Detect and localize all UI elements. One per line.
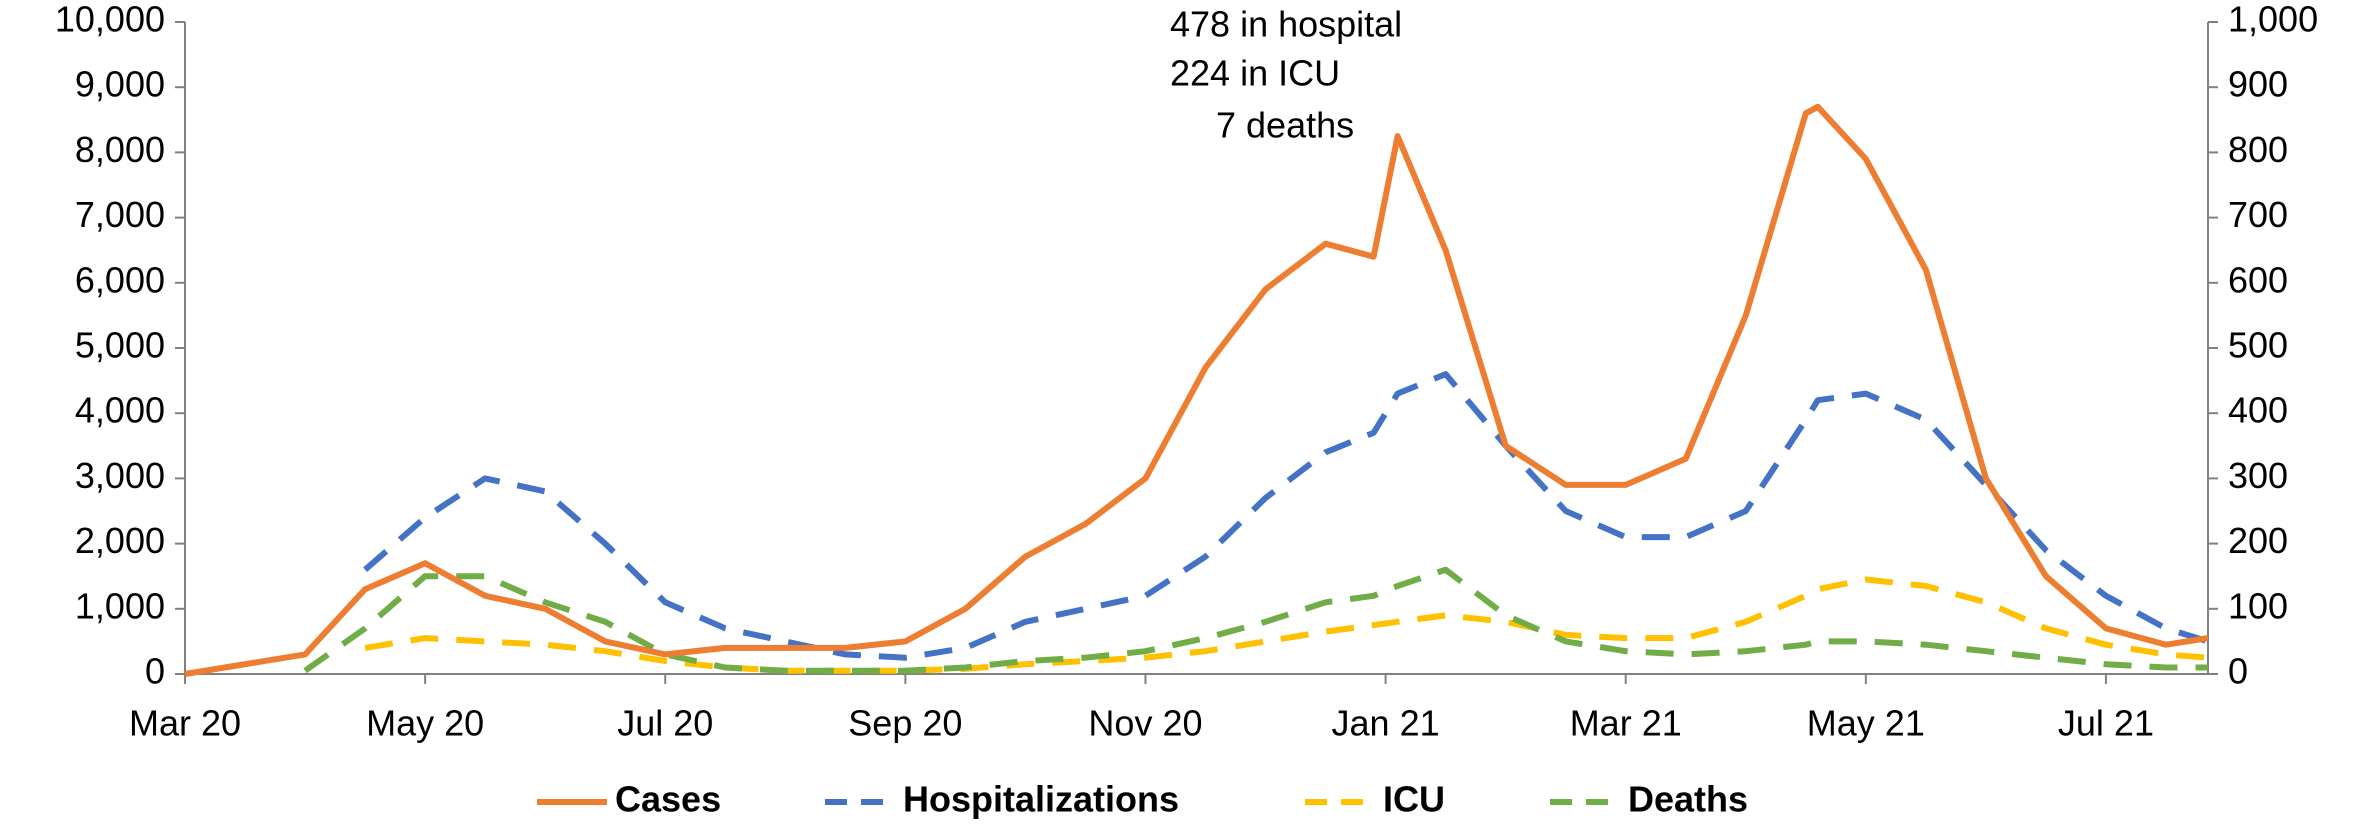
y2-tick-label: 300	[2228, 455, 2288, 496]
y-tick-label: 3,000	[75, 455, 165, 496]
series-line	[184, 103, 2209, 677]
x-tick-label: May 21	[1807, 703, 1925, 744]
y2-tick-label: 400	[2228, 390, 2288, 431]
y2-tick-label: 700	[2228, 194, 2288, 235]
legend-label: ICU	[1383, 779, 1445, 820]
y-tick-label: 6,000	[75, 259, 165, 300]
y-tick-label: 7,000	[75, 194, 165, 235]
x-tick-label: Mar 20	[129, 703, 241, 744]
series-line	[364, 576, 2209, 674]
x-tick-label: Sep 20	[848, 703, 962, 744]
y2-tick-label: 800	[2228, 129, 2288, 170]
x-tick-label: May 20	[366, 703, 484, 744]
series-line	[303, 566, 2208, 674]
y-tick-label: 2,000	[75, 520, 165, 561]
y-tick-label: 8,000	[75, 129, 165, 170]
annotation: 7 deaths	[1216, 105, 1354, 146]
y-tick-label: 9,000	[75, 64, 165, 105]
y-tick-label: 1,000	[75, 585, 165, 626]
annotation: 478 in hospital	[1170, 4, 1402, 45]
x-tick-label: Mar 21	[1570, 703, 1682, 744]
legend-label: Deaths	[1628, 779, 1748, 820]
y-tick-label: 0	[145, 651, 165, 692]
y2-tick-label: 200	[2228, 520, 2288, 561]
y2-tick-label: 500	[2228, 325, 2288, 366]
y2-tick-label: 0	[2228, 651, 2248, 692]
x-tick-label: Jan 21	[1332, 703, 1440, 744]
y2-tick-label: 600	[2228, 259, 2288, 300]
y-tick-label: 5,000	[75, 325, 165, 366]
x-tick-label: Nov 20	[1088, 703, 1202, 744]
y2-tick-label: 1,000	[2228, 0, 2318, 40]
legend-label: Hospitalizations	[903, 779, 1179, 820]
x-tick-label: Jul 20	[617, 703, 713, 744]
y-tick-label: 10,000	[55, 0, 165, 40]
y2-tick-label: 100	[2228, 585, 2288, 626]
annotation: 224 in ICU	[1170, 53, 1340, 94]
y-tick-label: 4,000	[75, 390, 165, 431]
legend-label: Cases	[615, 779, 721, 820]
x-tick-label: Jul 21	[2058, 703, 2154, 744]
y2-tick-label: 900	[2228, 64, 2288, 105]
series-line	[363, 371, 2209, 661]
